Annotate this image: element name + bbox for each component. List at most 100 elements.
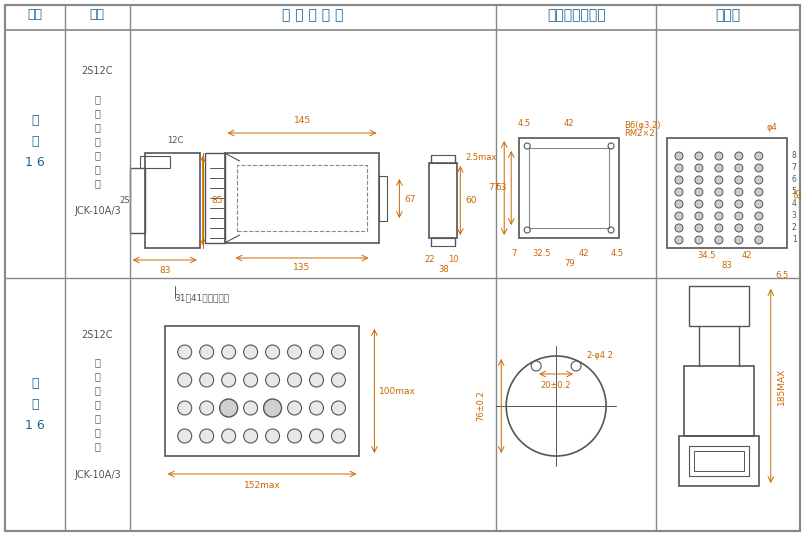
Text: 135: 135 bbox=[293, 263, 310, 272]
Text: 2-φ4.2: 2-φ4.2 bbox=[586, 352, 613, 361]
Text: 34.5: 34.5 bbox=[698, 251, 717, 260]
Circle shape bbox=[266, 373, 280, 387]
Circle shape bbox=[675, 212, 683, 220]
Text: 7: 7 bbox=[791, 163, 796, 173]
Circle shape bbox=[288, 401, 301, 415]
Circle shape bbox=[755, 212, 762, 220]
Circle shape bbox=[288, 345, 301, 359]
Bar bbox=[205, 153, 225, 243]
Text: 1: 1 bbox=[791, 235, 796, 244]
Text: 20±0.2: 20±0.2 bbox=[541, 381, 571, 390]
Text: 4.5: 4.5 bbox=[517, 118, 530, 128]
Circle shape bbox=[310, 373, 323, 387]
Text: 端子圖: 端子圖 bbox=[715, 8, 741, 22]
Text: 附
圖
1 6: 附 圖 1 6 bbox=[25, 114, 45, 169]
Bar bbox=[430, 163, 457, 238]
Circle shape bbox=[243, 401, 258, 415]
Text: 76±0.2: 76±0.2 bbox=[477, 391, 486, 421]
Text: 外 形 尺 寸 圖: 外 形 尺 寸 圖 bbox=[282, 8, 343, 22]
Bar bbox=[145, 153, 200, 248]
Text: 38: 38 bbox=[438, 265, 449, 274]
Text: 圖號: 圖號 bbox=[27, 9, 43, 21]
Circle shape bbox=[755, 236, 762, 244]
Bar bbox=[431, 238, 455, 246]
Circle shape bbox=[735, 152, 743, 160]
Bar bbox=[684, 366, 754, 436]
Text: 2S: 2S bbox=[119, 196, 130, 205]
Circle shape bbox=[178, 373, 192, 387]
Circle shape bbox=[675, 236, 683, 244]
Text: 2.5max: 2.5max bbox=[465, 153, 496, 162]
Bar bbox=[530, 148, 609, 228]
Circle shape bbox=[695, 176, 703, 184]
Text: 4.5: 4.5 bbox=[610, 249, 624, 257]
Text: 4: 4 bbox=[791, 199, 796, 209]
Text: 12C: 12C bbox=[167, 136, 184, 145]
Text: 2S12C

凸
出
式
板
後
接
線

JCK-10A/3: 2S12C 凸 出 式 板 後 接 線 JCK-10A/3 bbox=[74, 66, 121, 217]
Bar bbox=[519, 138, 619, 238]
Circle shape bbox=[715, 224, 723, 232]
Bar bbox=[689, 286, 749, 326]
Circle shape bbox=[222, 373, 235, 387]
Circle shape bbox=[331, 401, 346, 415]
Circle shape bbox=[331, 345, 346, 359]
Circle shape bbox=[222, 429, 235, 443]
Circle shape bbox=[178, 345, 192, 359]
Text: 31，41為電流端子: 31，41為電流端子 bbox=[175, 294, 230, 302]
Text: 77: 77 bbox=[488, 183, 500, 192]
Text: 6: 6 bbox=[791, 175, 796, 184]
Circle shape bbox=[243, 429, 258, 443]
Circle shape bbox=[735, 236, 743, 244]
Circle shape bbox=[715, 200, 723, 208]
Bar bbox=[139, 156, 170, 168]
Circle shape bbox=[755, 152, 762, 160]
Text: 85: 85 bbox=[212, 196, 223, 205]
Text: 42: 42 bbox=[579, 249, 589, 257]
Circle shape bbox=[755, 164, 762, 172]
Text: 安裝開孔尺寸圖: 安裝開孔尺寸圖 bbox=[546, 8, 605, 22]
Circle shape bbox=[695, 152, 703, 160]
Circle shape bbox=[200, 345, 214, 359]
Text: 100max: 100max bbox=[380, 386, 416, 396]
Circle shape bbox=[695, 224, 703, 232]
Circle shape bbox=[735, 200, 743, 208]
Circle shape bbox=[220, 399, 238, 417]
Text: 結構: 結構 bbox=[89, 9, 105, 21]
Text: 42: 42 bbox=[742, 251, 752, 260]
Text: 3: 3 bbox=[791, 212, 796, 220]
Circle shape bbox=[288, 429, 301, 443]
Circle shape bbox=[222, 401, 235, 415]
Circle shape bbox=[178, 401, 192, 415]
Circle shape bbox=[243, 345, 258, 359]
Text: 152max: 152max bbox=[243, 481, 280, 490]
Circle shape bbox=[266, 429, 280, 443]
Circle shape bbox=[695, 188, 703, 196]
Text: 79: 79 bbox=[564, 258, 575, 267]
Text: 32.5: 32.5 bbox=[532, 249, 550, 257]
Bar bbox=[237, 165, 368, 231]
Text: 8: 8 bbox=[791, 152, 796, 160]
Text: 63: 63 bbox=[496, 183, 507, 192]
Circle shape bbox=[310, 345, 323, 359]
Bar bbox=[130, 168, 145, 233]
Circle shape bbox=[675, 164, 683, 172]
Circle shape bbox=[288, 373, 301, 387]
Circle shape bbox=[243, 373, 258, 387]
Text: 6.5: 6.5 bbox=[775, 271, 788, 280]
Text: 83: 83 bbox=[159, 266, 171, 275]
Text: 2S12C

凸
出
式
板
前
接
線

JCK-10A/3: 2S12C 凸 出 式 板 前 接 線 JCK-10A/3 bbox=[74, 330, 121, 480]
Circle shape bbox=[200, 373, 214, 387]
Circle shape bbox=[266, 345, 280, 359]
Text: 83: 83 bbox=[721, 261, 732, 270]
Text: 85: 85 bbox=[795, 188, 804, 198]
Circle shape bbox=[735, 188, 743, 196]
Circle shape bbox=[695, 164, 703, 172]
Bar bbox=[694, 451, 744, 471]
Circle shape bbox=[755, 188, 762, 196]
Circle shape bbox=[715, 152, 723, 160]
Bar bbox=[431, 155, 455, 163]
Circle shape bbox=[715, 176, 723, 184]
Circle shape bbox=[675, 200, 683, 208]
Text: 60: 60 bbox=[465, 196, 477, 205]
Circle shape bbox=[715, 236, 723, 244]
